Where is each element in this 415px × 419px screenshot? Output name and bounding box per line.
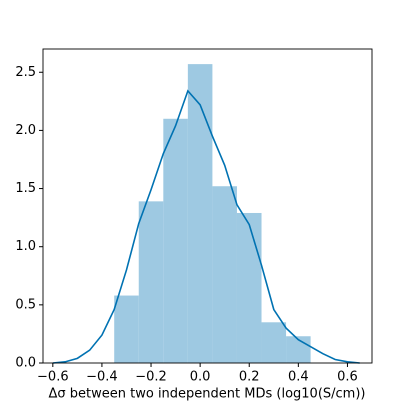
bar: [187, 64, 213, 363]
x-tick-label: 0.2: [239, 370, 260, 385]
y-tick-label: 0.5: [15, 297, 36, 312]
bar: [236, 212, 262, 363]
kde-line: [52, 89, 360, 364]
y-tick-label: 1.5: [15, 181, 36, 196]
bar: [163, 118, 188, 364]
bar: [212, 186, 237, 363]
x-tick-label: −0.2: [135, 370, 167, 385]
x-tick-label: −0.4: [86, 370, 118, 385]
x-tick-label: 0.6: [337, 370, 358, 385]
y-tick-label: 2.0: [15, 123, 36, 138]
plot-frame: [42, 48, 373, 364]
x-axis-label: Δσ between two independent MDs (log10(S/…: [49, 387, 366, 402]
bar: [114, 295, 139, 363]
x-tick-label: 0.4: [288, 370, 309, 385]
bar: [261, 322, 287, 363]
y-tick-label: 1.0: [15, 239, 36, 254]
x-tick-label: −0.6: [37, 370, 69, 385]
y-tick-label: 0.0: [15, 356, 36, 371]
bar: [138, 201, 164, 363]
bar: [286, 336, 311, 363]
x-tick-label: 0.0: [190, 370, 211, 385]
y-tick-label: 2.5: [15, 65, 36, 80]
